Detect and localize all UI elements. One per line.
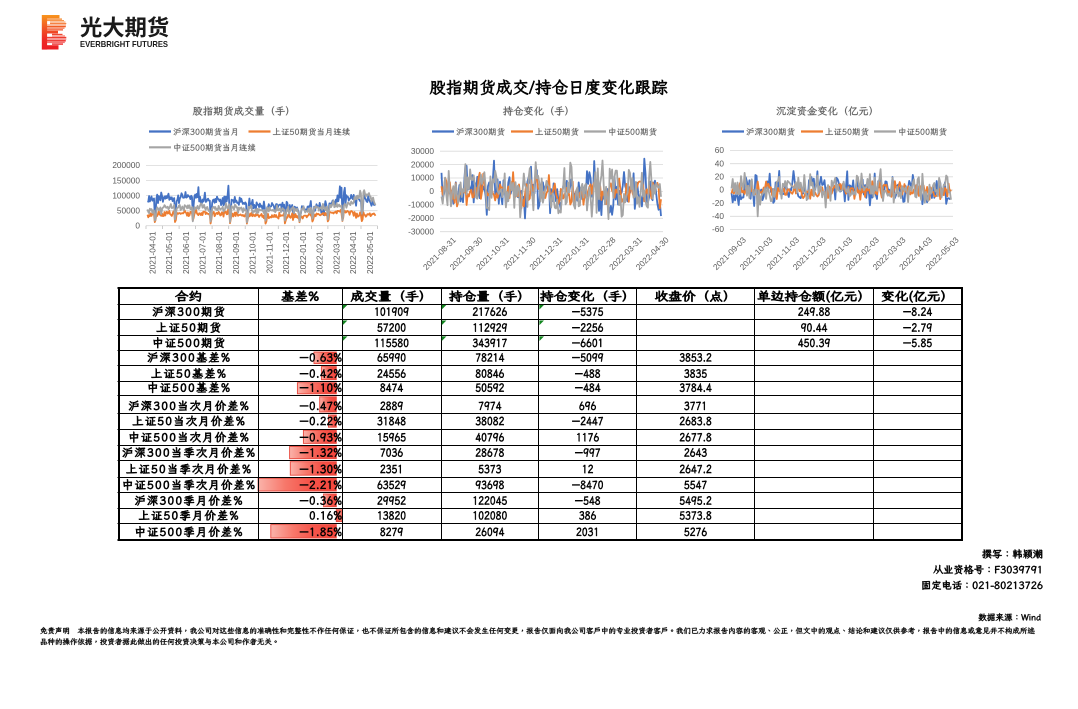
svg-text:2021-10-01: 2021-10-01: [248, 231, 258, 274]
svg-text:-60: -60: [712, 224, 724, 234]
svg-text:2022-05-01: 2022-05-01: [365, 231, 375, 274]
svg-text:40: 40: [715, 158, 725, 168]
svg-text:2022-01-01: 2022-01-01: [298, 231, 308, 274]
svg-text:2022-02-01: 2022-02-01: [315, 231, 325, 274]
svg-text:2021-12-01: 2021-12-01: [281, 231, 291, 274]
svg-text:2022-04-01: 2022-04-01: [348, 231, 358, 274]
svg-text:20000: 20000: [411, 159, 434, 169]
svg-text:2021-11-01: 2021-11-01: [264, 231, 274, 273]
svg-text:30000: 30000: [411, 146, 434, 156]
svg-text:2021-04-01: 2021-04-01: [147, 231, 157, 274]
svg-text:EVERBRIGHT FUTURES: EVERBRIGHT FUTURES: [80, 40, 168, 49]
svg-text:2021-09-01: 2021-09-01: [231, 231, 241, 274]
svg-text:2021-06-01: 2021-06-01: [181, 231, 191, 274]
svg-text:0: 0: [429, 186, 434, 196]
svg-text:60: 60: [715, 145, 725, 155]
svg-text:2021-08-01: 2021-08-01: [214, 231, 224, 274]
svg-text:2021-05-01: 2021-05-01: [164, 231, 174, 274]
svg-text:-20: -20: [712, 198, 724, 208]
svg-text:50000: 50000: [117, 205, 140, 215]
svg-text:10000: 10000: [411, 173, 434, 183]
svg-text:0: 0: [719, 185, 724, 195]
svg-text:100000: 100000: [112, 190, 140, 200]
svg-text:-20000: -20000: [408, 213, 434, 223]
svg-text:2022-03-01: 2022-03-01: [331, 231, 341, 274]
svg-text:200000: 200000: [112, 160, 140, 170]
svg-text:20: 20: [715, 172, 725, 182]
svg-text:150000: 150000: [112, 175, 140, 185]
svg-text:-30000: -30000: [408, 226, 434, 236]
svg-text:-40: -40: [712, 211, 724, 221]
svg-text:-10000: -10000: [408, 200, 434, 210]
svg-text:2021-07-01: 2021-07-01: [198, 231, 208, 274]
svg-text:0: 0: [135, 220, 140, 230]
